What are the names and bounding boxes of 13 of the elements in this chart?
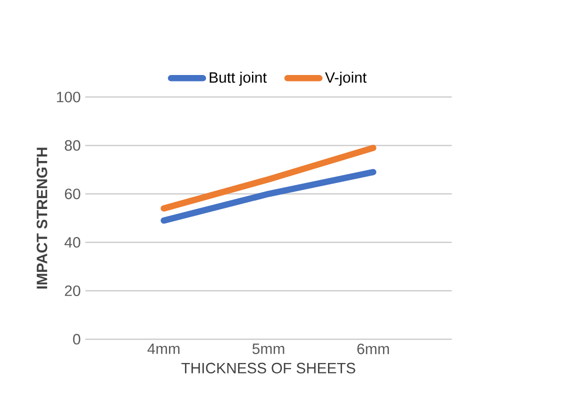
- legend-label: Butt joint: [210, 72, 267, 86]
- y-tick-label: 40: [64, 236, 80, 248]
- y-axis-title: IMPACT STRENGTH: [36, 148, 48, 288]
- y-tick-label: 100: [56, 92, 80, 102]
- legend-label: V-joint: [325, 72, 367, 86]
- y-tick-label: 0: [73, 334, 80, 344]
- x-tick-label: 4mm: [148, 343, 180, 354]
- x-tick-label: 5mm: [252, 343, 284, 354]
- y-tick-label: 60: [64, 188, 80, 200]
- x-tick-label: 6mm: [357, 343, 389, 354]
- y-tick-label: 20: [64, 285, 80, 296]
- x-axis-title: THICKNESS OF SHEETS: [181, 362, 356, 374]
- y-tick-label: 80: [64, 140, 80, 151]
